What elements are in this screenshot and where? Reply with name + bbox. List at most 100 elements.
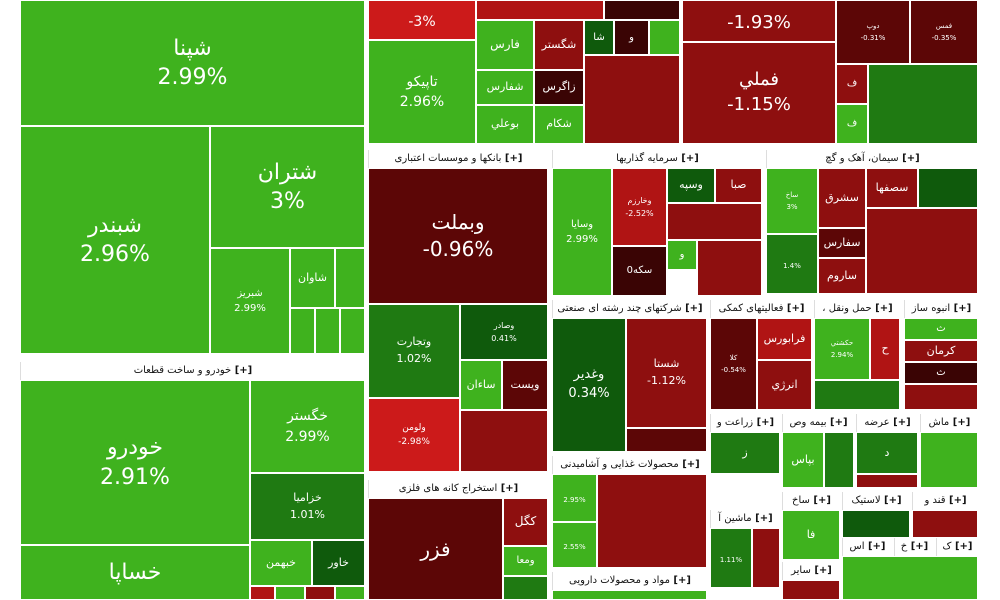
- treemap-tile[interactable]: [597, 474, 707, 568]
- expand-icon[interactable]: [+]: [898, 153, 920, 164]
- treemap-tile[interactable]: خساپا: [20, 545, 250, 600]
- treemap-tile[interactable]: ولومن -2.98%: [368, 398, 460, 472]
- expand-icon[interactable]: [+]: [231, 365, 253, 376]
- expand-icon[interactable]: [+]: [864, 541, 886, 552]
- expand-icon[interactable]: [+]: [669, 575, 691, 586]
- expand-icon[interactable]: [+]: [809, 495, 831, 506]
- sector-header[interactable]: [+] مواد و محصولات دارویی: [552, 572, 707, 590]
- treemap-tile[interactable]: ساءان: [460, 360, 502, 410]
- treemap-tile[interactable]: فا: [782, 510, 840, 560]
- treemap-tile[interactable]: [697, 240, 762, 296]
- sector-header[interactable]: [+] اس: [842, 538, 892, 556]
- treemap-tile[interactable]: فمس -0.35%: [910, 0, 978, 64]
- expand-icon[interactable]: [+]: [880, 495, 902, 506]
- sector-header[interactable]: [+] سرمایه گذاریها: [552, 150, 762, 168]
- treemap-tile[interactable]: شاوان: [290, 248, 335, 308]
- treemap-tile[interactable]: انرژي: [757, 360, 812, 410]
- treemap-tile[interactable]: [868, 64, 978, 144]
- treemap-tile[interactable]: [667, 203, 762, 240]
- treemap-tile[interactable]: كلا -0.54%: [710, 318, 757, 410]
- treemap-tile[interactable]: و: [667, 240, 697, 270]
- treemap-tile[interactable]: [912, 510, 978, 538]
- treemap-tile[interactable]: فزر: [368, 498, 503, 600]
- sector-header[interactable]: [+] استخراج کانه های فلزی: [368, 480, 548, 498]
- treemap-tile[interactable]: بوعلي: [476, 105, 534, 144]
- expand-icon[interactable]: [+]: [677, 153, 699, 164]
- treemap-tile[interactable]: شپنا 2.99%: [20, 0, 365, 126]
- treemap-tile[interactable]: فارس: [476, 20, 534, 70]
- expand-icon[interactable]: [+]: [826, 417, 848, 428]
- treemap-tile[interactable]: زاگرس: [534, 70, 584, 105]
- sector-header[interactable]: [+] محصولات غذایی و آشامیدنی: [552, 456, 707, 474]
- sector-header[interactable]: [+] بانكها و موسسات اعتباری: [368, 150, 548, 168]
- sector-header[interactable]: [+] ماشین آ: [710, 510, 780, 528]
- treemap-tile[interactable]: [315, 308, 340, 354]
- treemap-tile[interactable]: وصادر 0.41%: [460, 304, 548, 360]
- expand-icon[interactable]: [+]: [497, 483, 519, 494]
- treemap-tile[interactable]: شا: [584, 20, 614, 55]
- sector-header[interactable]: [+] لاستیک: [842, 492, 910, 510]
- treemap-tile[interactable]: -3%: [368, 0, 476, 40]
- sector-header[interactable]: [+] خ: [894, 538, 934, 556]
- treemap-tile[interactable]: 1.4%: [766, 234, 818, 294]
- treemap-tile[interactable]: ساخ 3%: [766, 168, 818, 234]
- treemap-tile[interactable]: 2.55%: [552, 522, 597, 568]
- sector-header[interactable]: [+] سایر: [782, 562, 840, 580]
- treemap-tile[interactable]: [866, 208, 978, 294]
- treemap-tile[interactable]: ف: [836, 104, 868, 144]
- treemap-tile[interactable]: سشرق: [818, 168, 866, 228]
- treemap-tile[interactable]: و: [614, 20, 649, 55]
- sector-header[interactable]: [+] فعالیتهای کمکی: [710, 300, 812, 318]
- treemap-tile[interactable]: [604, 0, 680, 20]
- treemap-tile[interactable]: [584, 55, 680, 144]
- treemap-tile[interactable]: كرمان: [904, 340, 978, 362]
- expand-icon[interactable]: [+]: [949, 417, 971, 428]
- expand-icon[interactable]: [+]: [751, 513, 773, 524]
- treemap-tile[interactable]: [842, 556, 978, 600]
- sector-header[interactable]: [+] شرکتهای چند رشته ای صنعتی: [552, 300, 707, 318]
- sector-header[interactable]: [+] عرضه: [856, 414, 918, 432]
- expand-icon[interactable]: [+]: [678, 459, 700, 470]
- treemap-tile[interactable]: شبریز 2.99%: [210, 248, 290, 354]
- treemap-tile[interactable]: ومعا: [503, 546, 548, 576]
- sector-header[interactable]: [+] خودرو و ساخت قطعات: [20, 362, 365, 380]
- treemap-tile[interactable]: فرابورس: [757, 318, 812, 360]
- treemap-tile[interactable]: شتران 3%: [210, 126, 365, 248]
- treemap-tile[interactable]: شستا -1.12%: [626, 318, 707, 428]
- treemap-tile[interactable]: وتجارت 1.02%: [368, 304, 460, 398]
- expand-icon[interactable]: [+]: [889, 417, 911, 428]
- treemap-tile[interactable]: ح: [870, 318, 900, 380]
- treemap-tile[interactable]: [552, 590, 707, 600]
- expand-icon[interactable]: [+]: [907, 541, 929, 552]
- treemap-tile[interactable]: ز: [710, 432, 780, 474]
- expand-icon[interactable]: [+]: [871, 303, 893, 314]
- treemap-tile[interactable]: 2.95%: [552, 474, 597, 522]
- sector-header[interactable]: [+] حمل ونقل ،: [814, 300, 900, 318]
- treemap-tile[interactable]: [626, 428, 707, 452]
- expand-icon[interactable]: [+]: [681, 303, 703, 314]
- treemap-tile[interactable]: خبهمن: [250, 540, 312, 586]
- treemap-tile[interactable]: [782, 580, 840, 600]
- sector-header[interactable]: [+] زراعت و: [710, 414, 780, 432]
- expand-icon[interactable]: [+]: [950, 303, 972, 314]
- sector-header[interactable]: [+] ساخ: [782, 492, 840, 510]
- treemap-tile[interactable]: [503, 576, 548, 600]
- treemap-tile[interactable]: شبندر 2.96%: [20, 126, 210, 354]
- sector-header[interactable]: [+] قند و: [912, 492, 978, 510]
- treemap-tile[interactable]: وسپه: [667, 168, 715, 203]
- treemap-tile[interactable]: د: [856, 432, 918, 474]
- treemap-tile[interactable]: حكشتي 2.94%: [814, 318, 870, 380]
- treemap-tile[interactable]: [250, 586, 275, 600]
- treemap-tile[interactable]: [824, 432, 854, 488]
- expand-icon[interactable]: [+]: [501, 153, 523, 164]
- treemap-tile[interactable]: -1.93%: [682, 0, 836, 42]
- treemap-tile[interactable]: [460, 410, 548, 472]
- treemap-tile[interactable]: [275, 586, 305, 600]
- treemap-tile[interactable]: بپاس: [782, 432, 824, 488]
- treemap-tile[interactable]: [920, 432, 978, 488]
- sector-header[interactable]: [+] ک: [936, 538, 978, 556]
- treemap-tile[interactable]: وخارزم -2.52%: [612, 168, 667, 246]
- treemap-tile[interactable]: ث: [904, 362, 978, 384]
- treemap-tile[interactable]: [918, 168, 978, 208]
- treemap-tile[interactable]: شفارس: [476, 70, 534, 105]
